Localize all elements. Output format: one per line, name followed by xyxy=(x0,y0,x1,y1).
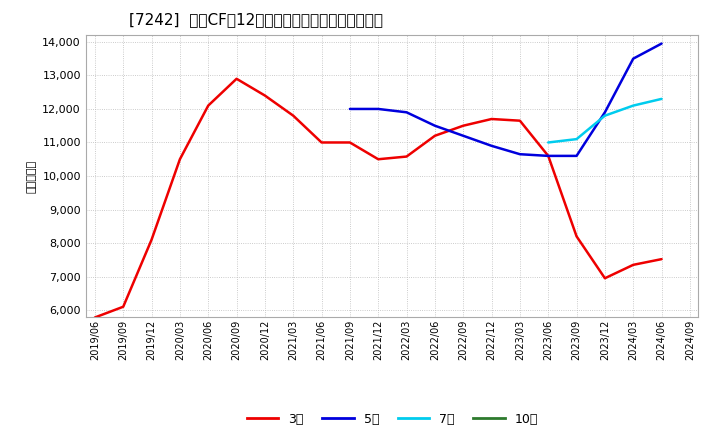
3年 xyxy=(204,103,212,108)
5年 xyxy=(487,143,496,148)
7年 xyxy=(572,136,581,142)
3年 xyxy=(318,140,326,145)
7年 xyxy=(629,103,637,108)
3年 xyxy=(176,157,184,162)
5年 xyxy=(402,110,411,115)
3年 xyxy=(657,257,666,262)
3年 xyxy=(374,157,382,162)
3年 xyxy=(261,93,269,98)
7年 xyxy=(657,96,666,102)
3年 xyxy=(148,237,156,242)
3年 xyxy=(459,123,467,128)
Line: 7年: 7年 xyxy=(548,99,662,143)
Line: 5年: 5年 xyxy=(350,44,662,156)
5年 xyxy=(544,153,552,158)
3年 xyxy=(544,153,552,158)
7年 xyxy=(544,140,552,145)
Legend: 3年, 5年, 7年, 10年: 3年, 5年, 7年, 10年 xyxy=(242,407,543,430)
5年 xyxy=(572,153,581,158)
5年 xyxy=(657,41,666,46)
3年 xyxy=(233,76,241,81)
3年 xyxy=(91,315,99,320)
3年 xyxy=(516,118,524,123)
5年 xyxy=(516,151,524,157)
5年 xyxy=(346,106,354,112)
5年 xyxy=(374,106,382,112)
5年 xyxy=(431,123,439,128)
3年 xyxy=(289,113,297,118)
Line: 3年: 3年 xyxy=(95,79,662,318)
3年 xyxy=(431,133,439,139)
3年 xyxy=(600,275,609,281)
3年 xyxy=(346,140,354,145)
5年 xyxy=(600,110,609,115)
5年 xyxy=(629,56,637,61)
3年 xyxy=(572,234,581,239)
Text: [7242]  営業CFの12か月移動合計の標準偏差の推移: [7242] 営業CFの12か月移動合計の標準偏差の推移 xyxy=(130,12,383,27)
3年 xyxy=(629,262,637,268)
7年 xyxy=(600,113,609,118)
3年 xyxy=(119,304,127,309)
5年 xyxy=(459,133,467,139)
3年 xyxy=(487,116,496,121)
Y-axis label: （百万円）: （百万円） xyxy=(27,159,37,193)
3年 xyxy=(402,154,411,159)
